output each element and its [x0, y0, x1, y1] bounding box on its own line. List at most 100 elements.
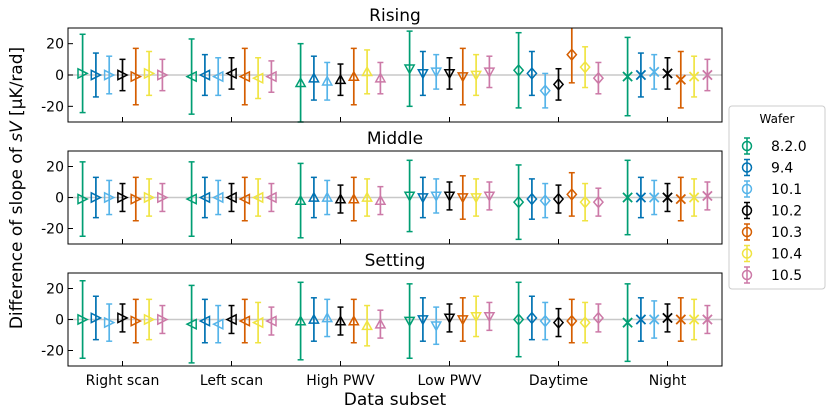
- data-point: [403, 191, 416, 203]
- legend-label: 10.5: [771, 268, 802, 284]
- data-point: [417, 193, 429, 204]
- data-point: [526, 67, 538, 80]
- data-point: [265, 191, 277, 204]
- legend-entry: 8.2.0: [741, 137, 807, 155]
- data-point: [334, 192, 347, 204]
- data-point: [417, 69, 429, 80]
- data-point: [130, 315, 143, 327]
- data-point: [635, 69, 647, 81]
- legend: Wafer 8.2.0 9.4 10.1 10.2 10.3 10.4 10.5: [728, 105, 826, 290]
- legend-marker: [741, 140, 753, 152]
- data-point: [552, 77, 565, 91]
- data-point: [361, 65, 373, 77]
- data-point: [648, 314, 660, 325]
- legend-entry: 10.3: [741, 223, 802, 241]
- x-axis-label: Data subset: [344, 390, 447, 410]
- x-tick-label: High PWV: [306, 373, 375, 389]
- legend-label: 10.4: [771, 247, 802, 263]
- data-point: [361, 319, 373, 331]
- data-point: [417, 315, 429, 326]
- data-point: [321, 191, 334, 202]
- data-point: [566, 187, 578, 201]
- data-point: [294, 76, 307, 88]
- data-point: [456, 315, 469, 326]
- data-point: [90, 191, 103, 204]
- data-point: [225, 313, 237, 326]
- data-point: [211, 191, 224, 204]
- data-point: [592, 195, 604, 209]
- data-point: [622, 192, 633, 203]
- data-point: [430, 191, 443, 203]
- data-point: [374, 318, 387, 329]
- data-point: [321, 311, 334, 323]
- legend-entry: 10.1: [741, 180, 802, 198]
- y-tick-label: 0: [55, 191, 64, 207]
- data-point: [308, 71, 320, 83]
- x-tick-label: Left scan: [200, 373, 263, 389]
- data-point: [430, 67, 443, 79]
- data-point: [77, 67, 89, 80]
- data-point: [374, 194, 387, 206]
- data-point: [622, 317, 633, 328]
- legend-marker: [741, 269, 753, 281]
- data-point: [185, 193, 197, 205]
- legend-label: 10.1: [771, 182, 802, 198]
- y-tick-label: 20: [46, 37, 64, 53]
- data-point: [579, 195, 591, 209]
- data-point: [592, 71, 604, 85]
- data-point: [430, 321, 443, 332]
- data-point: [143, 313, 156, 326]
- data-point: [77, 193, 89, 205]
- y-tick-label: -20: [41, 344, 64, 360]
- data-point: [265, 315, 277, 327]
- legend-marker: [741, 226, 753, 238]
- data-point: [211, 70, 224, 83]
- legend-entry: 10.4: [741, 244, 802, 263]
- x-tick-label: Daytime: [529, 373, 588, 389]
- data-point: [662, 68, 673, 79]
- data-point: [470, 193, 482, 204]
- data-point: [403, 316, 416, 328]
- data-point: [702, 314, 713, 325]
- data-point: [130, 70, 143, 83]
- data-point: [225, 191, 237, 204]
- panel-title: Setting: [365, 251, 426, 271]
- data-point: [347, 70, 360, 81]
- data-point: [117, 69, 129, 81]
- data-point: [579, 316, 591, 330]
- data-point: [90, 69, 103, 81]
- y-tick-label: 0: [55, 68, 64, 84]
- data-point: [552, 192, 565, 206]
- data-point: [117, 191, 129, 204]
- data-point: [566, 48, 578, 62]
- data-point: [251, 72, 264, 84]
- data-point: [143, 191, 156, 204]
- data-point: [90, 312, 103, 324]
- legend-marker: [741, 205, 753, 216]
- data-point: [470, 70, 482, 82]
- data-point: [702, 190, 713, 202]
- y-tick-label: -20: [41, 222, 64, 238]
- data-point: [225, 67, 237, 80]
- data-point: [361, 191, 373, 202]
- data-point: [648, 192, 660, 203]
- data-point: [513, 195, 525, 209]
- y-tick-label: 20: [46, 282, 64, 298]
- data-point: [185, 70, 197, 83]
- legend-marker: [741, 183, 753, 195]
- legend-marker: [741, 162, 753, 173]
- data-point: [635, 192, 647, 203]
- data-point: [334, 73, 347, 85]
- data-point: [117, 312, 129, 324]
- data-point: [347, 192, 360, 204]
- data-point: [592, 311, 604, 325]
- panel-title: Rising: [369, 6, 421, 26]
- x-tick-label: Night: [649, 373, 687, 389]
- data-point: [662, 192, 673, 203]
- x-tick-label: Low PWV: [418, 373, 482, 389]
- data-point: [185, 318, 197, 330]
- data-point: [321, 75, 334, 86]
- y-tick-label: 20: [46, 160, 64, 176]
- data-point: [103, 69, 116, 81]
